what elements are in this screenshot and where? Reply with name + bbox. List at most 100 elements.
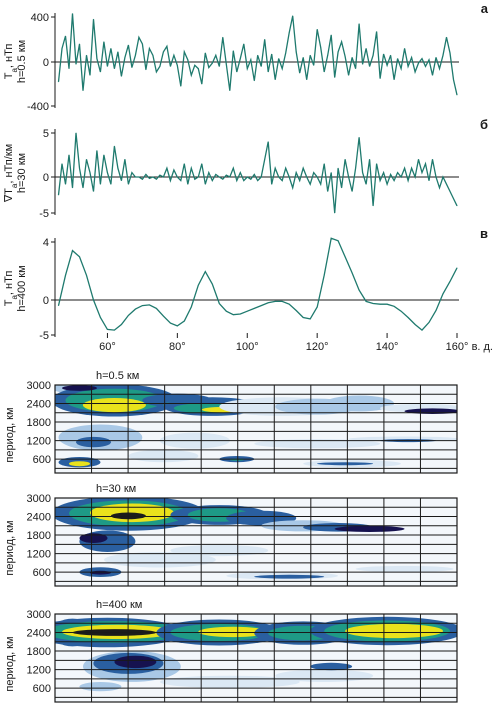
data-point xyxy=(222,178,224,180)
data-point xyxy=(121,75,122,77)
data-point xyxy=(435,176,437,178)
data-point xyxy=(292,15,294,17)
x-tick-label: 160° xyxy=(446,341,469,353)
data-point xyxy=(302,167,304,169)
data-point xyxy=(260,176,262,178)
data-point xyxy=(372,303,374,304)
data-point xyxy=(334,77,336,78)
y-tick-label: 400 xyxy=(31,12,49,24)
data-point xyxy=(65,183,66,185)
data-point xyxy=(334,212,336,214)
data-point xyxy=(232,314,234,316)
data-point xyxy=(407,317,409,318)
data-point xyxy=(65,35,66,37)
data-point xyxy=(114,68,115,69)
y-tick-label: 1200 xyxy=(27,436,51,448)
data-point xyxy=(330,237,332,239)
data-point xyxy=(418,159,419,160)
y-label-symbol: ∇T xyxy=(3,188,15,203)
data-point xyxy=(271,53,273,55)
data-point xyxy=(89,172,91,174)
data-point xyxy=(93,18,94,20)
data-point xyxy=(285,167,287,169)
y-tick-label: 1200 xyxy=(27,549,51,561)
heatmap-cells xyxy=(55,385,457,468)
data-point xyxy=(159,66,161,67)
x-tick-label: 120° xyxy=(306,341,329,353)
data-point xyxy=(257,180,259,182)
data-point xyxy=(442,176,444,178)
data-point xyxy=(138,36,140,38)
data-point xyxy=(131,67,133,68)
data-point xyxy=(68,154,70,156)
data-point xyxy=(239,58,241,59)
data-point xyxy=(414,71,416,73)
data-point xyxy=(236,180,238,182)
x-axis-unit: в. д. xyxy=(472,341,493,353)
data-point xyxy=(68,68,70,69)
data-point xyxy=(229,176,231,178)
data-point xyxy=(197,68,199,69)
data-point xyxy=(365,183,367,185)
data-point xyxy=(435,310,437,311)
data-point xyxy=(61,163,63,165)
data-point xyxy=(142,305,143,306)
data-point xyxy=(82,187,84,189)
heatmap-panel-2: период, км xyxy=(4,497,458,587)
data-point xyxy=(379,78,381,79)
data-point xyxy=(274,167,276,169)
panel-label: б xyxy=(480,117,488,132)
data-point xyxy=(145,174,147,175)
y-label-unit: , нТп xyxy=(3,44,15,68)
data-point xyxy=(323,274,325,276)
data-point xyxy=(156,178,157,180)
data-point xyxy=(383,172,384,174)
data-point xyxy=(176,325,178,327)
data-point xyxy=(442,293,444,295)
y-label-subscript: a xyxy=(10,295,19,300)
data-point xyxy=(236,71,238,73)
heatmap-cell xyxy=(159,675,300,689)
data-point xyxy=(425,66,426,67)
data-point xyxy=(75,132,77,134)
data-point xyxy=(72,250,73,252)
data-point xyxy=(386,183,388,185)
data-point xyxy=(127,183,129,185)
data-point xyxy=(250,178,252,180)
data-point xyxy=(173,54,175,56)
series-line xyxy=(57,13,458,96)
y-label-unit: , нТп xyxy=(3,271,15,295)
data-point xyxy=(369,159,370,160)
data-point xyxy=(337,51,339,53)
data-point xyxy=(299,72,301,74)
heatmap-cell xyxy=(355,565,454,573)
series-line xyxy=(57,237,458,331)
data-point xyxy=(386,64,388,66)
heatmap-cell xyxy=(82,398,146,413)
data-point xyxy=(344,256,346,258)
data-point xyxy=(187,59,189,61)
data-point xyxy=(215,174,217,175)
data-point xyxy=(323,71,325,73)
data-point xyxy=(243,180,245,182)
data-point xyxy=(337,167,339,169)
y-label-symbol: T xyxy=(3,299,15,306)
heatmap-cell xyxy=(79,533,108,543)
heatmap-frame xyxy=(54,613,458,703)
heatmap-cell xyxy=(62,385,97,391)
data-point xyxy=(253,308,255,309)
data-point xyxy=(313,172,315,174)
y-axis-height-label: h=0.5 км xyxy=(16,40,28,83)
y-tick-label: 3000 xyxy=(27,380,51,392)
data-point xyxy=(253,174,255,175)
heatmap-cell xyxy=(89,570,111,575)
data-point xyxy=(260,305,262,306)
heatmap-frame xyxy=(54,497,458,587)
data-point xyxy=(264,39,266,40)
data-point xyxy=(320,183,322,185)
data-point xyxy=(306,79,308,80)
data-point xyxy=(432,74,433,76)
data-point xyxy=(225,63,227,65)
data-point xyxy=(407,66,409,67)
